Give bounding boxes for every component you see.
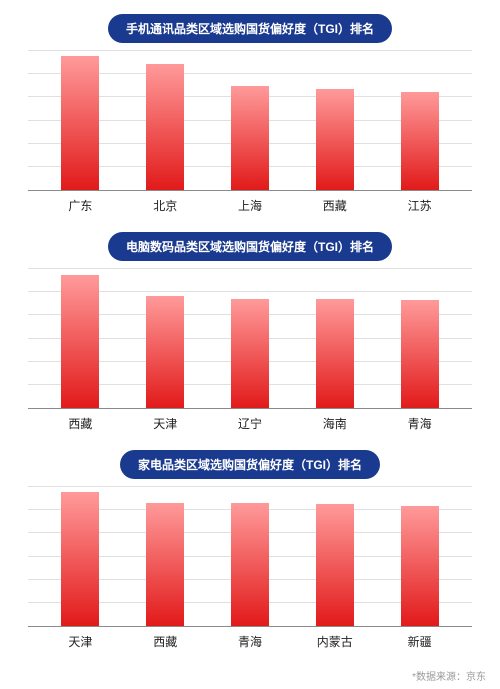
bar-label: 西藏 — [123, 633, 208, 650]
bar — [401, 92, 439, 190]
bar — [316, 504, 354, 626]
bar-slot — [38, 56, 123, 190]
bar — [231, 299, 269, 408]
bar-label: 西藏 — [38, 415, 123, 432]
bar-label: 西藏 — [292, 197, 377, 214]
chart-block: 家电品类区域选购国货偏好度（TGI）排名天津西藏青海内蒙古新疆 — [28, 450, 472, 650]
bar-slot — [38, 492, 123, 626]
bar-label: 上海 — [208, 197, 293, 214]
bar-slot — [377, 92, 462, 190]
bar-slot — [377, 506, 462, 626]
bar — [146, 296, 184, 408]
charts-container: 手机通讯品类区域选购国货偏好度（TGI）排名广东北京上海西藏江苏电脑数码品类区域… — [28, 14, 472, 650]
bar-label: 广东 — [38, 197, 123, 214]
bar — [401, 300, 439, 408]
chart-title: 电脑数码品类区域选购国货偏好度（TGI）排名 — [108, 232, 392, 261]
bar — [316, 89, 354, 190]
bar-slot — [123, 296, 208, 408]
bar — [61, 275, 99, 408]
bar-slot — [208, 86, 293, 190]
bar — [231, 503, 269, 626]
labels-row: 西藏天津辽宁海南青海 — [28, 409, 472, 432]
chart-block: 手机通讯品类区域选购国货偏好度（TGI）排名广东北京上海西藏江苏 — [28, 14, 472, 214]
bar-label: 青海 — [208, 633, 293, 650]
chart-title: 家电品类区域选购国货偏好度（TGI）排名 — [120, 450, 380, 479]
bar-label: 新疆 — [377, 633, 462, 650]
bar-label: 辽宁 — [208, 415, 293, 432]
chart-block: 电脑数码品类区域选购国货偏好度（TGI）排名西藏天津辽宁海南青海 — [28, 232, 472, 432]
bar-slot — [377, 300, 462, 408]
bar-slot — [123, 503, 208, 626]
bar-label: 青海 — [377, 415, 462, 432]
bar-label: 天津 — [123, 415, 208, 432]
bar-slot — [208, 503, 293, 626]
bar-slot — [292, 89, 377, 190]
bar — [61, 56, 99, 190]
labels-row: 天津西藏青海内蒙古新疆 — [28, 627, 472, 650]
gridline — [28, 50, 472, 51]
bar — [316, 299, 354, 408]
gridline — [28, 486, 472, 487]
chart-area — [28, 487, 472, 627]
bar-label: 北京 — [123, 197, 208, 214]
bar — [401, 506, 439, 626]
bar-slot — [292, 504, 377, 626]
bar-slot — [292, 299, 377, 408]
chart-area — [28, 51, 472, 191]
bar-label: 江苏 — [377, 197, 462, 214]
bar-label: 天津 — [38, 633, 123, 650]
source-note: *数据来源：京东 — [412, 668, 486, 683]
bar-label: 内蒙古 — [292, 633, 377, 650]
bar — [146, 64, 184, 190]
bar-slot — [123, 64, 208, 190]
bar-slot — [208, 299, 293, 408]
chart-area — [28, 269, 472, 409]
labels-row: 广东北京上海西藏江苏 — [28, 191, 472, 214]
chart-title: 手机通讯品类区域选购国货偏好度（TGI）排名 — [108, 14, 392, 43]
gridline — [28, 268, 472, 269]
bar — [61, 492, 99, 626]
bar-slot — [38, 275, 123, 408]
bar — [231, 86, 269, 190]
bar-label: 海南 — [292, 415, 377, 432]
bar — [146, 503, 184, 626]
